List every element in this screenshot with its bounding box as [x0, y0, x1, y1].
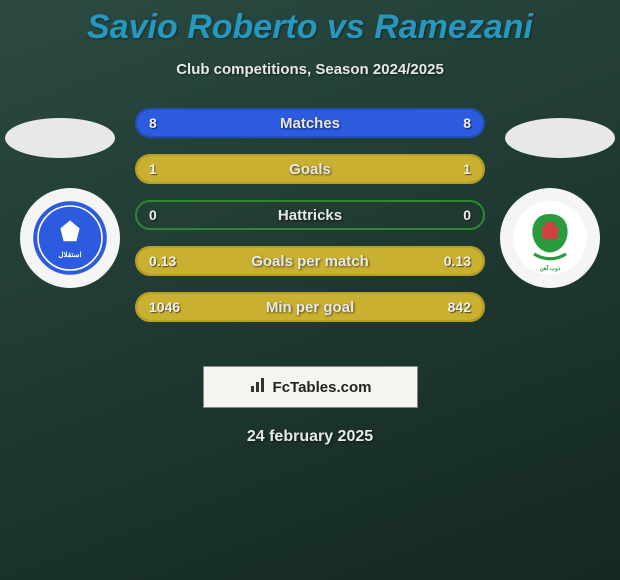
comparison-area: استقلال ذوب آهن 8 Matches 8 1 Goals 1 0 Hattric…: [0, 108, 620, 348]
chart-icon: [249, 376, 267, 399]
stat-row: 0 Hattricks 0: [135, 200, 485, 230]
stat-label: Matches: [280, 115, 340, 132]
player-photo-right: [505, 118, 615, 158]
stat-value-left: 8: [149, 115, 157, 131]
stat-label: Hattricks: [278, 207, 342, 224]
stat-value-right: 0.13: [444, 253, 471, 269]
season-subtitle: Club competitions, Season 2024/2025: [0, 61, 620, 78]
stat-value-right: 842: [448, 299, 471, 315]
stat-value-right: 1: [463, 161, 471, 177]
stat-row: 0.13 Goals per match 0.13: [135, 246, 485, 276]
stat-row: 1 Goals 1: [135, 154, 485, 184]
stat-value-right: 0: [463, 207, 471, 223]
club-logo-left: استقلال: [20, 188, 120, 288]
snapshot-date: 24 february 2025: [0, 428, 620, 446]
stat-row: 1046 Min per goal 842: [135, 292, 485, 322]
stat-row: 8 Matches 8: [135, 108, 485, 138]
stat-value-left: 0: [149, 207, 157, 223]
stat-label: Goals per match: [251, 253, 369, 270]
club-logo-right: ذوب آهن: [500, 188, 600, 288]
svg-text:استقلال: استقلال: [58, 250, 81, 259]
stat-value-left: 0.13: [149, 253, 176, 269]
stat-value-left: 1046: [149, 299, 180, 315]
watermark-text: FcTables.com: [273, 379, 372, 396]
stat-label: Min per goal: [266, 299, 354, 316]
watermark-badge[interactable]: FcTables.com: [203, 366, 418, 408]
stat-value-right: 8: [463, 115, 471, 131]
stats-container: 8 Matches 8 1 Goals 1 0 Hattricks 0 0.13 Goals per…: [135, 108, 485, 338]
stat-fill-left: [137, 156, 310, 182]
stat-fill-right: [310, 156, 483, 182]
stat-label: Goals: [289, 161, 331, 178]
player-photo-left: [5, 118, 115, 158]
comparison-title: Savio Roberto vs Ramezani: [0, 0, 620, 47]
stat-value-left: 1: [149, 161, 157, 177]
